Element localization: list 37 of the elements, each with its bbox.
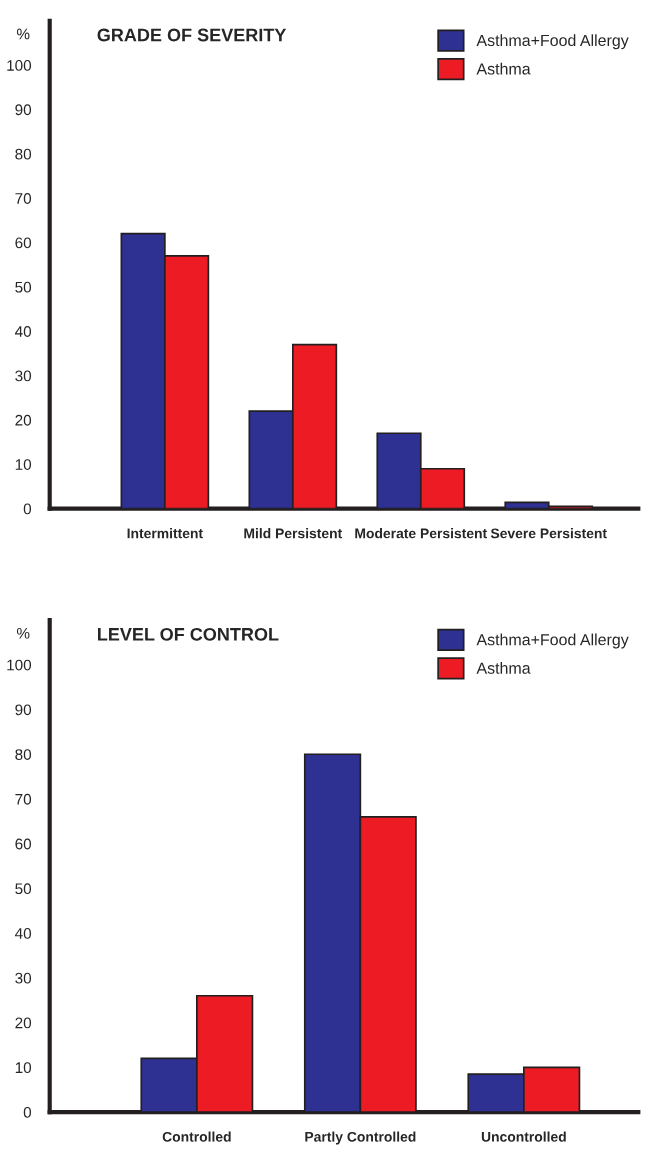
y-tick-label: 0 — [23, 503, 32, 515]
y-tick-label: 0 — [23, 1106, 32, 1118]
y-axis-title: % — [16, 28, 30, 40]
y-tick-label: 80 — [15, 148, 32, 160]
y-tick-label: 20 — [15, 1017, 32, 1029]
x-tick-label: Severe Persistent — [490, 528, 607, 539]
y-tick-label: 20 — [15, 414, 32, 426]
y-tick-label: 30 — [15, 972, 32, 984]
x-tick-label: Moderate Persistent — [355, 528, 487, 539]
y-tick-label: 50 — [15, 883, 32, 895]
x-tick-label: Intermittent — [127, 528, 203, 539]
y-tick-label: 40 — [15, 326, 32, 337]
y-tick-label: 60 — [15, 838, 32, 850]
y-tick-label: 10 — [15, 1062, 32, 1074]
y-tick-label: 90 — [15, 104, 32, 116]
legend-label: Asthma+Food Allergy — [476, 633, 629, 649]
x-tick-label: Uncontrolled — [481, 1131, 566, 1142]
chart-title: LEVEL OF CONTROL — [98, 627, 279, 641]
x-tick-label: Partly Controlled — [305, 1131, 416, 1145]
y-tick-label: 100 — [7, 60, 32, 71]
legend-label: Asthma — [476, 662, 531, 674]
legend-label: Asthma+Food Allergy — [476, 34, 629, 50]
y-tick-label: 60 — [15, 237, 32, 249]
x-tick-label: Mild Persistent — [244, 528, 343, 539]
y-tick-label: 80 — [15, 749, 32, 760]
chart-title: GRADE OF SEVERITY — [97, 28, 287, 42]
legend-label: Asthma — [476, 62, 531, 75]
y-tick-label: 10 — [15, 459, 32, 470]
y-tick-label: 70 — [15, 193, 32, 204]
y-tick-label: 90 — [15, 704, 32, 716]
x-tick-label: Controlled — [162, 1131, 231, 1142]
y-axis-title: % — [16, 627, 30, 639]
y-tick-label: 50 — [15, 281, 32, 293]
y-tick-label: 40 — [15, 928, 32, 939]
y-tick-label: 30 — [15, 370, 32, 382]
y-tick-label: 70 — [15, 793, 32, 805]
y-tick-label: 100 — [7, 659, 32, 671]
